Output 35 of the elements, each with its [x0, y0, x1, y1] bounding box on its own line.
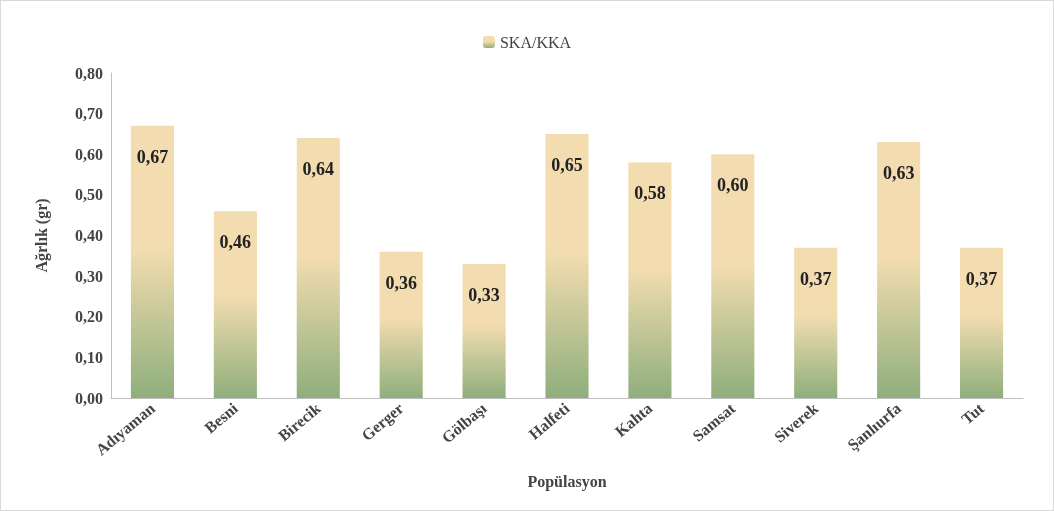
bar: [462, 263, 506, 398]
y-tick-label: 0,80: [75, 64, 103, 82]
data-label: 0,63: [882, 163, 915, 184]
data-label: 0,60: [717, 175, 749, 196]
bar: [296, 138, 340, 398]
legend-label: SKA/KKA: [499, 33, 572, 51]
data-label: 0,36: [385, 272, 417, 293]
bar: [628, 162, 672, 398]
y-tick-label: 0,00: [75, 389, 103, 407]
data-label: 0,65: [551, 154, 583, 175]
data-label: 0,67: [136, 146, 169, 167]
bar: [877, 142, 921, 398]
data-label: 0,46: [219, 232, 252, 253]
y-tick-label: 0,10: [75, 348, 103, 366]
x-tick-label: Tut: [958, 399, 988, 428]
data-label: 0,37: [965, 268, 998, 289]
bar: [711, 154, 755, 398]
bar: [959, 247, 1004, 398]
bar: [130, 125, 175, 398]
y-tick-label: 0,40: [75, 227, 103, 244]
bar: [794, 247, 838, 398]
y-tick-label: 0,30: [75, 267, 103, 285]
data-label: 0,33: [468, 284, 500, 305]
y-axis-title: Ağrlık (gr): [32, 198, 51, 273]
bar: [379, 251, 423, 398]
x-axis-title: Popülasyon: [527, 472, 607, 491]
data-label: 0,64: [302, 159, 335, 179]
data-label: 0,37: [799, 268, 832, 289]
y-tick-label: 0,60: [75, 145, 103, 163]
bar: [213, 211, 257, 398]
data-label: 0,58: [634, 183, 666, 204]
y-tick-label: 0,20: [75, 308, 103, 326]
bar: [545, 133, 589, 398]
y-tick-label: 0,50: [75, 186, 103, 204]
y-tick-label: 0,70: [75, 105, 103, 123]
